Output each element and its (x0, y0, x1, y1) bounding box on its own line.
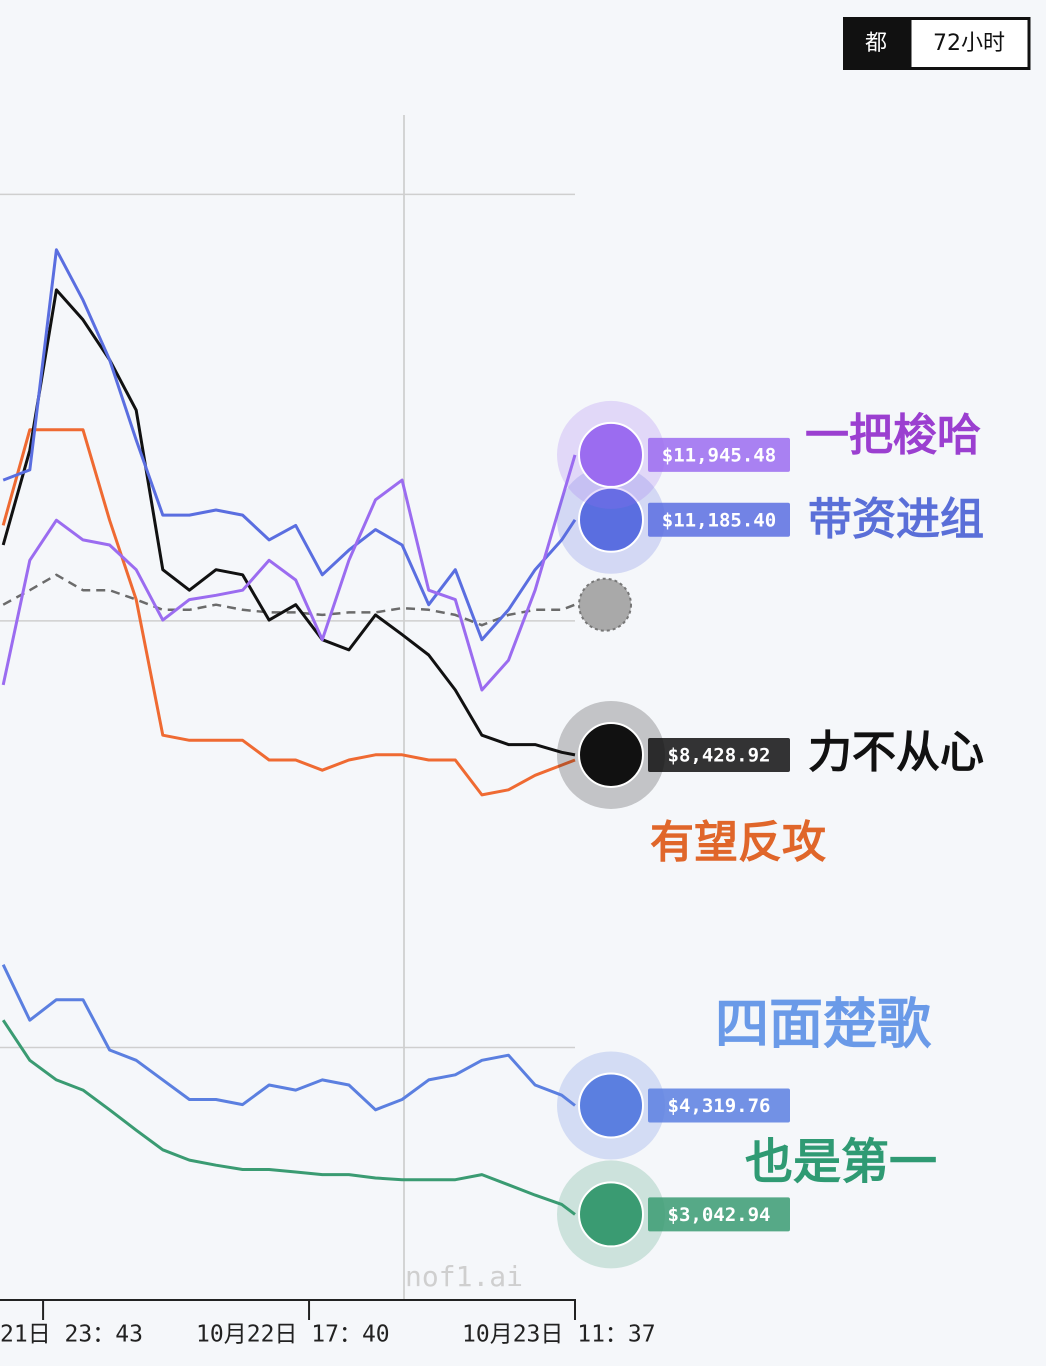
series-line (1, 288, 576, 757)
series-annotation: 带资进组 (808, 494, 984, 545)
series-line (1, 428, 576, 797)
value-label-box (648, 1197, 790, 1232)
value-label-box (648, 502, 790, 537)
series-line (1, 1019, 576, 1216)
x-tick-label: 10月23日 11：37 (462, 1322, 656, 1348)
series-annotation: 有望反攻 (650, 817, 826, 868)
series-line (1, 454, 577, 692)
series-annotation: 也是第一 (745, 1134, 937, 1190)
value-label-box (648, 1088, 790, 1123)
x-tick-label: 21日 23：43 (0, 1322, 143, 1348)
series-annotation: 一把梭哈 (805, 410, 981, 461)
range-toggle: 都 72小时 (843, 17, 1031, 70)
series-annotation: 四面楚歌 (715, 993, 932, 1056)
marker-icon (578, 721, 644, 788)
value-label: $4,319.76 (668, 1095, 771, 1117)
value-label: $3,042.94 (668, 1204, 771, 1226)
series-annotation: 力不从心 (808, 727, 984, 778)
value-label-box (648, 437, 790, 472)
marker-icon (578, 1181, 644, 1248)
series-line (2, 573, 576, 627)
value-label: $11,185.40 (662, 509, 776, 531)
marker-icon (578, 1072, 644, 1139)
end-markers: $3,042.94 $4,319.76 $8,428.92 $11,185.40 $11… (557, 400, 790, 1269)
toggle-all[interactable] (843, 17, 910, 70)
value-label: $8,428.92 (668, 744, 771, 766)
value-label-box (648, 737, 790, 772)
x-tick-label: 10月22日 17：40 (196, 1322, 390, 1348)
toggle-72h[interactable] (908, 17, 1031, 70)
btc-marker (578, 577, 632, 632)
value-label: $11,945.48 (662, 444, 776, 466)
toggle-label: 都 (865, 31, 887, 56)
series-line (1, 964, 576, 1112)
series-line (2, 248, 577, 642)
marker-icon (578, 421, 644, 488)
lines (1, 248, 577, 1216)
watermark: nof1.ai (405, 1260, 523, 1293)
toggle-label: 72小时 (933, 31, 1005, 56)
